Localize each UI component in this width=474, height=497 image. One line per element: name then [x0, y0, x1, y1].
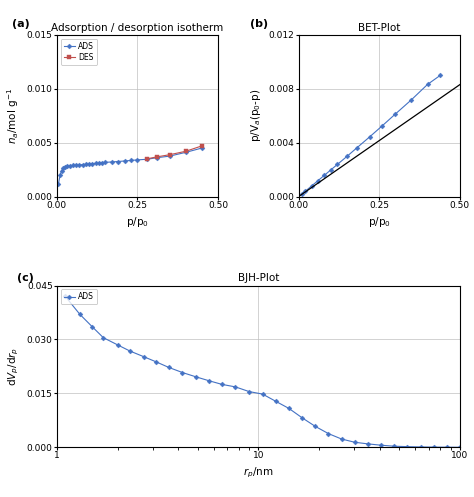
ADS: [80, 162, 85, 167]
ADS: [312, 423, 318, 429]
Line: DES: DES: [145, 144, 204, 161]
ADS: [77, 311, 82, 317]
ADS: [180, 370, 185, 376]
ADS: [102, 160, 108, 166]
ADS: [64, 164, 69, 169]
ADS: [57, 172, 63, 178]
ADS: [109, 159, 115, 165]
X-axis label: p/p$_0$: p/p$_0$: [368, 215, 391, 229]
DES: [183, 148, 189, 154]
ADS: [128, 158, 134, 164]
Title: BET-Plot: BET-Plot: [358, 23, 401, 33]
ADS: [444, 444, 450, 450]
ADS: [61, 165, 66, 171]
ADS: [418, 444, 424, 450]
ADS: [96, 160, 101, 166]
Text: (b): (b): [250, 18, 268, 29]
ADS: [193, 374, 199, 380]
ADS: [93, 161, 99, 166]
ADS: [86, 161, 92, 167]
ADS: [378, 442, 384, 448]
Line: ADS: ADS: [57, 146, 204, 185]
ADS: [83, 162, 89, 167]
Y-axis label: p/V$_a$(p$_0$-p): p/V$_a$(p$_0$-p): [249, 89, 263, 142]
ADS: [67, 163, 73, 169]
ADS: [55, 180, 61, 186]
ADS: [431, 444, 437, 450]
Legend: ADS, DES: ADS, DES: [61, 39, 97, 65]
ADS: [260, 391, 265, 397]
ADS: [365, 441, 371, 447]
ADS: [273, 398, 279, 404]
ADS: [63, 293, 68, 299]
ADS: [166, 364, 172, 370]
Y-axis label: $n_a$/mol g$^{-1}$: $n_a$/mol g$^{-1}$: [6, 87, 21, 144]
ADS: [59, 167, 64, 173]
ADS: [73, 163, 79, 168]
ADS: [62, 164, 68, 170]
ADS: [100, 334, 106, 340]
ADS: [70, 163, 76, 168]
ADS: [77, 162, 82, 168]
Y-axis label: d$V_p$/d$r_p$: d$V_p$/d$r_p$: [7, 347, 21, 386]
ADS: [299, 415, 305, 421]
DES: [154, 154, 160, 160]
ADS: [167, 153, 173, 159]
ADS: [154, 155, 160, 161]
ADS: [206, 378, 212, 384]
Legend: ADS: ADS: [61, 289, 97, 305]
ADS: [286, 406, 292, 412]
ADS: [339, 436, 345, 442]
Title: Adsorption / desorption isotherm: Adsorption / desorption isotherm: [51, 23, 224, 33]
ADS: [90, 161, 95, 166]
DES: [167, 152, 173, 158]
ADS: [199, 145, 205, 151]
ADS: [457, 444, 463, 450]
ADS: [352, 439, 357, 445]
ADS: [115, 342, 120, 348]
ADS: [392, 443, 397, 449]
ADS: [99, 160, 105, 166]
ADS: [90, 324, 95, 330]
ADS: [219, 381, 225, 387]
DES: [199, 143, 205, 149]
X-axis label: $r_p$/nm: $r_p$/nm: [243, 466, 273, 481]
ADS: [115, 159, 121, 165]
ADS: [233, 384, 238, 390]
DES: [144, 156, 150, 162]
Text: (c): (c): [17, 272, 34, 283]
Text: (a): (a): [12, 18, 29, 29]
ADS: [122, 158, 128, 164]
ADS: [246, 389, 252, 395]
ADS: [127, 348, 133, 354]
Line: ADS: ADS: [64, 295, 462, 449]
ADS: [153, 359, 159, 365]
ADS: [141, 354, 146, 360]
ADS: [183, 150, 189, 156]
Title: BJH-Plot: BJH-Plot: [237, 273, 279, 283]
ADS: [326, 431, 331, 437]
X-axis label: p/p$_0$: p/p$_0$: [126, 215, 149, 229]
ADS: [405, 444, 410, 450]
ADS: [135, 157, 140, 163]
ADS: [144, 156, 150, 162]
